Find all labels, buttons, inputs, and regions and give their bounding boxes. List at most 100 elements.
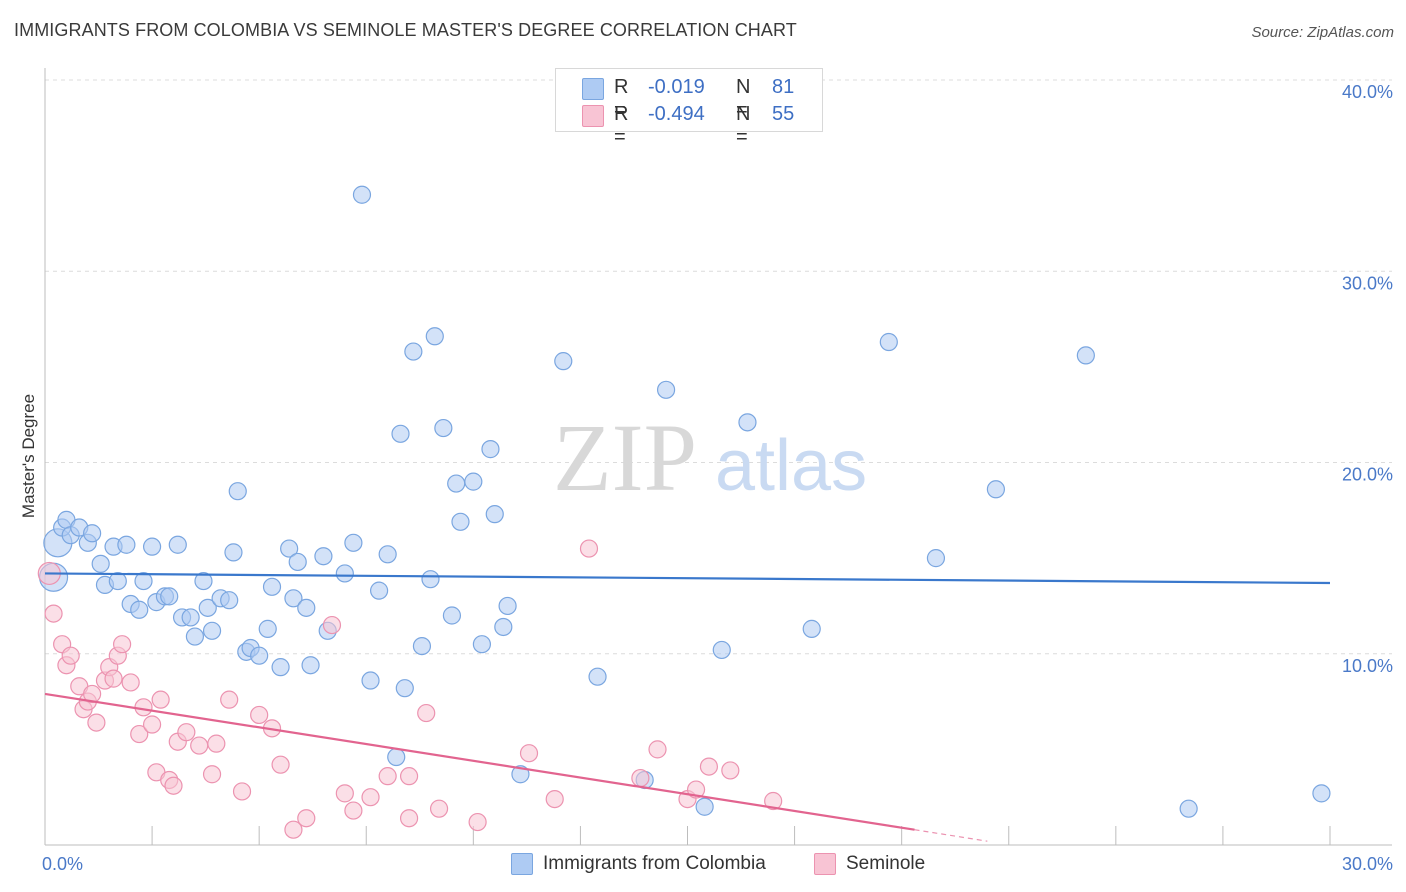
- watermark: ZIP atlas: [553, 404, 867, 511]
- data-point-colombia: [271, 658, 290, 677]
- data-point-colombia: [361, 671, 380, 690]
- data-point-seminole: [648, 740, 667, 759]
- data-point-seminole: [284, 820, 303, 839]
- data-point-seminole: [151, 690, 170, 709]
- data-point-seminole: [378, 767, 397, 786]
- data-point-colombia: [412, 636, 432, 656]
- data-point-colombia: [404, 342, 423, 361]
- data-point-colombia: [335, 564, 354, 583]
- data-point-colombia: [391, 424, 410, 443]
- data-point-colombia: [986, 480, 1006, 499]
- data-point-seminole: [142, 715, 162, 734]
- data-point-colombia: [554, 352, 573, 371]
- source-label: Source: ZipAtlas.com: [1251, 24, 1394, 41]
- data-point-colombia: [262, 577, 282, 596]
- data-point-colombia: [494, 617, 513, 637]
- data-point-colombia: [1076, 346, 1095, 365]
- data-point-colombia: [301, 656, 320, 675]
- data-point-colombia: [464, 472, 483, 491]
- data-point-seminole: [429, 799, 449, 818]
- data-point-colombia: [926, 549, 946, 568]
- data-point-colombia: [314, 547, 333, 566]
- data-point-seminole: [164, 776, 183, 795]
- data-point-colombia: [1179, 799, 1198, 818]
- data-point-colombia: [447, 474, 466, 493]
- data-point-seminole: [83, 684, 102, 704]
- trend-line-seminole: [44, 692, 915, 831]
- data-point-colombia: [695, 797, 714, 816]
- data-point-seminole: [87, 713, 106, 732]
- data-point-colombia: [160, 587, 179, 606]
- data-point-seminole: [297, 809, 316, 828]
- data-point-colombia: [511, 765, 530, 784]
- data-point-colombia: [83, 524, 102, 543]
- trend-line-seminole-extension: [914, 829, 988, 842]
- data-point-colombia: [802, 619, 821, 638]
- data-point-colombia: [280, 539, 299, 558]
- data-point-colombia: [185, 627, 205, 646]
- data-point-colombia: [1312, 784, 1331, 803]
- watermark-zip: ZIP: [553, 404, 697, 511]
- data-point-colombia: [142, 537, 162, 556]
- y-tick-label: 10.0%: [1342, 656, 1393, 676]
- data-point-seminole: [417, 703, 436, 723]
- data-point-colombia: [134, 571, 153, 591]
- data-point-colombia: [288, 552, 307, 572]
- data-point-colombia: [194, 571, 213, 591]
- legend-n-value: 55: [772, 103, 795, 125]
- x-tick-label: 0.0%: [42, 854, 83, 874]
- data-point-colombia: [712, 640, 731, 660]
- data-point-colombia: [352, 185, 372, 204]
- data-point-colombia: [588, 667, 607, 686]
- grid-lines: [45, 79, 1392, 655]
- data-point-seminole: [202, 765, 222, 784]
- data-point-colombia: [421, 570, 440, 589]
- data-point-seminole: [322, 615, 342, 635]
- legend-n-label: N =: [736, 76, 751, 121]
- trend-line-colombia: [44, 572, 1331, 585]
- legend-r-value: -0.494: [648, 103, 705, 125]
- data-point-seminole: [519, 744, 539, 763]
- data-point-colombia: [481, 440, 500, 459]
- data-point-seminole: [232, 782, 252, 801]
- data-point-colombia: [181, 608, 200, 627]
- data-point-seminole: [190, 736, 209, 755]
- data-point-seminole: [361, 788, 380, 807]
- tick-labels: 10.0% 20.0% 30.0% 40.0% 0.0% 30.0%: [42, 82, 1393, 874]
- data-point-colombia: [344, 533, 363, 552]
- trend-lines: [44, 572, 1331, 842]
- data-point-colombia: [250, 646, 269, 665]
- data-point-colombia: [434, 418, 453, 438]
- data-point-colombia: [370, 581, 389, 600]
- data-point-seminole: [335, 784, 354, 803]
- data-point-seminole: [686, 780, 706, 799]
- legend-swatch-colombia: [582, 78, 604, 100]
- data-point-seminole: [399, 767, 419, 786]
- data-point-colombia: [498, 596, 517, 616]
- data-point-colombia: [198, 598, 217, 617]
- data-point-seminole: [271, 755, 290, 774]
- data-point-colombia: [202, 621, 222, 640]
- x-tick-label: 30.0%: [1342, 854, 1393, 874]
- data-point-colombia: [258, 619, 277, 638]
- series-seminole-points: [37, 539, 783, 839]
- data-point-colombia: [395, 679, 414, 698]
- data-point-colombia: [91, 554, 110, 573]
- data-point-seminole: [61, 646, 80, 665]
- data-point-colombia: [387, 747, 406, 767]
- data-point-seminole: [468, 812, 487, 832]
- data-point-seminole: [699, 757, 719, 776]
- series-colombia-points: [38, 185, 1331, 818]
- data-point-colombia: [224, 543, 243, 562]
- bottom-legend-swatch-colombia: [511, 853, 533, 875]
- watermark-atlas: atlas: [715, 426, 867, 506]
- data-point-colombia: [130, 600, 149, 619]
- data-point-seminole: [764, 791, 783, 811]
- data-point-seminole: [399, 809, 419, 828]
- data-point-colombia: [425, 327, 444, 346]
- data-point-seminole: [207, 734, 226, 753]
- data-point-colombia: [168, 535, 187, 554]
- legend-r-value: -0.019: [648, 76, 705, 98]
- data-point-seminole: [344, 801, 363, 820]
- data-point-seminole: [220, 690, 239, 709]
